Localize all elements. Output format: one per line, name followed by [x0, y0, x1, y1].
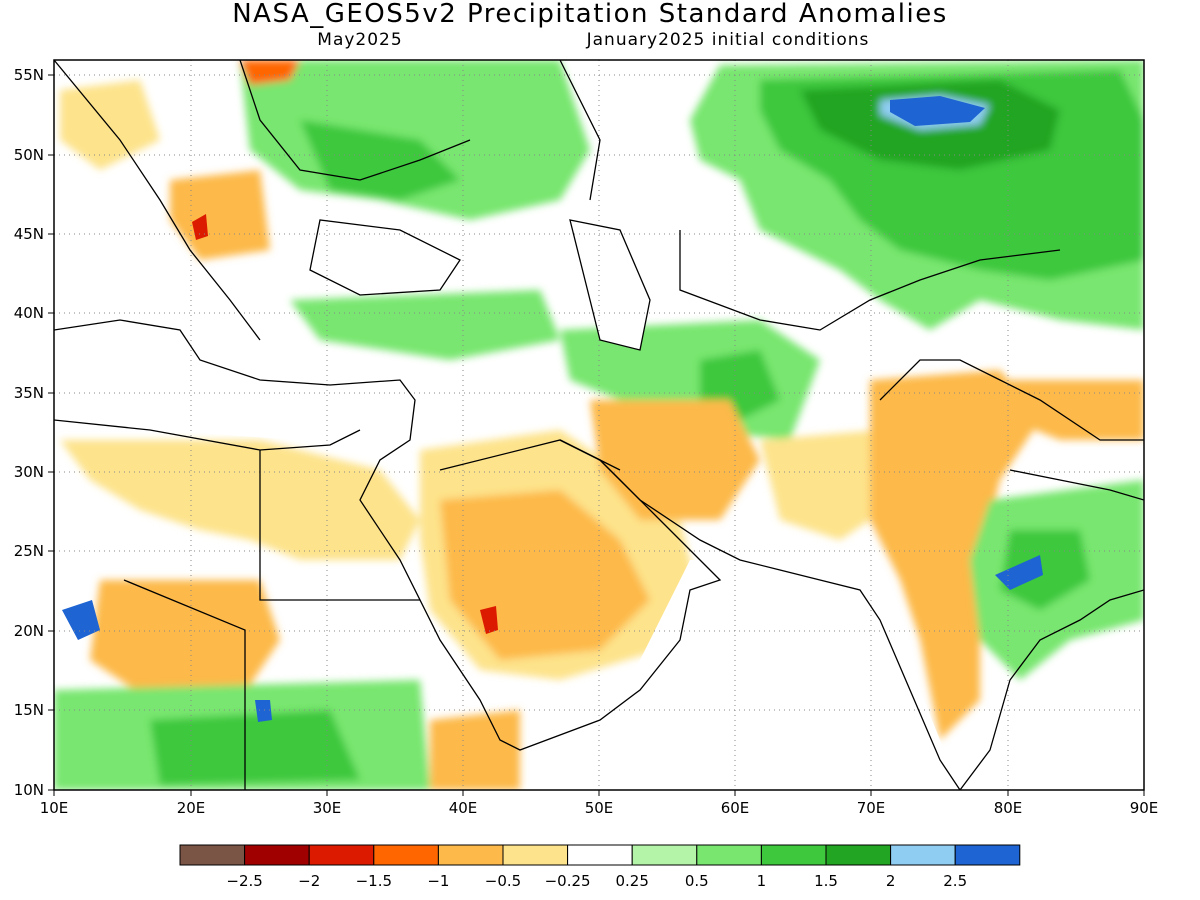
latitude-labels: 55N 50N 45N 40N 35N 30N 25N 20N 15N 10N — [14, 66, 44, 799]
colorbar-swatch — [760, 844, 827, 866]
lon-label: 10E — [40, 799, 69, 817]
colorbar-swatch — [179, 844, 246, 866]
lat-label: 35N — [14, 384, 44, 402]
lon-label: 50E — [585, 799, 614, 817]
colorbar-swatch — [825, 844, 892, 866]
colorbar-swatch — [502, 844, 569, 866]
lon-label: 20E — [177, 799, 206, 817]
lat-label: 10N — [14, 781, 44, 799]
colorbar-swatch — [631, 844, 698, 866]
lat-label: 20N — [14, 622, 44, 640]
colorbar-swatch — [954, 844, 1021, 866]
colorbar-label: 1 — [757, 872, 767, 890]
colorbar-label: 2.5 — [943, 872, 967, 890]
lon-label: 30E — [313, 799, 342, 817]
lat-label: 30N — [14, 463, 44, 481]
lon-label: 80E — [994, 799, 1023, 817]
axis-ticks — [48, 74, 1145, 796]
colorbar-swatch — [696, 844, 762, 866]
colorbar-swatch — [308, 844, 375, 866]
colorbar-label: −1 — [427, 872, 449, 890]
target-month-label: May2025 — [317, 30, 402, 50]
colorbar-label: −2.5 — [226, 872, 262, 890]
lon-label: 60E — [721, 799, 750, 817]
initial-conditions-label: January2025 initial conditions — [586, 30, 870, 50]
colorbar-label: 0.5 — [685, 872, 709, 890]
lat-label: 50N — [14, 146, 44, 164]
lat-label: 55N — [14, 66, 44, 84]
colorbar: −2.5 −2 −1.5 −1 −0.5 −0.25 0.25 0.5 1 1.5 2 2.5 — [179, 844, 1021, 890]
colorbar-label: 1.5 — [814, 872, 838, 890]
colorbar-label: −0.5 — [485, 872, 521, 890]
lat-label: 45N — [14, 225, 44, 243]
colorbar-label: −1.5 — [356, 872, 392, 890]
lat-label: 40N — [14, 304, 44, 322]
lon-label: 70E — [857, 799, 886, 817]
colorbar-swatch — [567, 844, 633, 866]
colorbar-label: 0.25 — [615, 872, 648, 890]
colorbar-swatch — [373, 844, 439, 866]
map-title: NASA_GEOS5v2 Precipitation Standard Anom… — [232, 0, 948, 29]
colorbar-swatch — [890, 844, 956, 866]
lat-label: 25N — [14, 542, 44, 560]
lat-label: 15N — [14, 701, 44, 719]
graticule — [54, 60, 1144, 790]
longitude-labels: 10E 20E 30E 40E 50E 60E 70E 80E 90E — [40, 799, 1159, 817]
colorbar-label: 2 — [886, 872, 896, 890]
colorbar-label: −2 — [298, 872, 320, 890]
colorbar-swatch — [244, 844, 310, 866]
colorbar-swatch — [437, 844, 504, 866]
coastlines — [54, 60, 1144, 790]
lon-label: 40E — [449, 799, 478, 817]
lon-label: 90E — [1130, 799, 1159, 817]
colorbar-label: −0.25 — [545, 872, 591, 890]
